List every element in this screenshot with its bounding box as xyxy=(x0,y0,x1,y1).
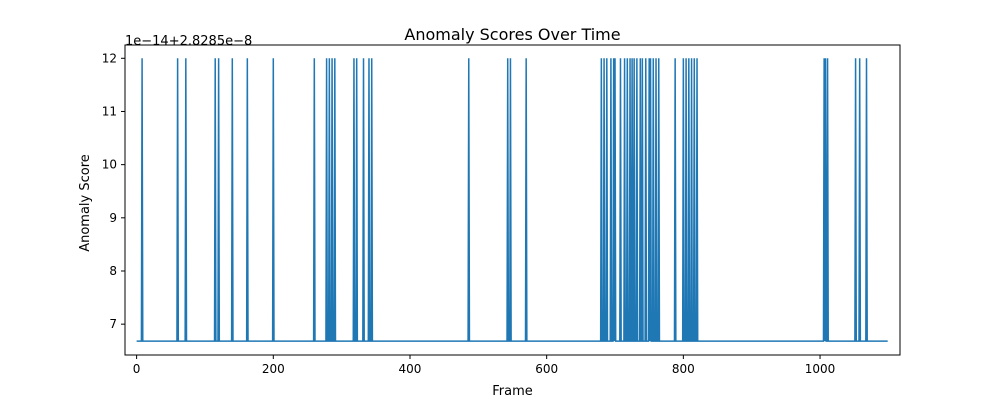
y-tick-label: 12 xyxy=(102,51,117,65)
y-axis-ticks: 7 8 9 10 11 12 xyxy=(102,51,125,331)
x-tick-label: 0 xyxy=(133,362,141,376)
x-tick-label: 200 xyxy=(262,362,285,376)
y-axis-label: Anomaly Score xyxy=(78,154,93,252)
x-axis-label: Frame xyxy=(492,384,533,399)
chart-title: Anomaly Scores Over Time xyxy=(404,25,620,44)
y-tick-label: 8 xyxy=(109,264,117,278)
series-line-0 xyxy=(136,58,888,342)
x-tick-label: 400 xyxy=(399,362,422,376)
y-axis-offset-label: 1e−14+2.8285e−8 xyxy=(125,34,252,49)
y-tick-label: 9 xyxy=(109,211,117,225)
x-axis-ticks: 0 200 400 600 800 1000 xyxy=(133,355,836,376)
x-tick-label: 800 xyxy=(672,362,695,376)
x-tick-label: 600 xyxy=(535,362,558,376)
axes-frame xyxy=(124,44,901,356)
y-tick-label: 7 xyxy=(109,317,117,331)
y-tick-label: 10 xyxy=(102,158,117,172)
series-layer xyxy=(136,58,888,342)
x-tick-label: 1000 xyxy=(805,362,836,376)
y-tick-label: 11 xyxy=(102,104,117,118)
